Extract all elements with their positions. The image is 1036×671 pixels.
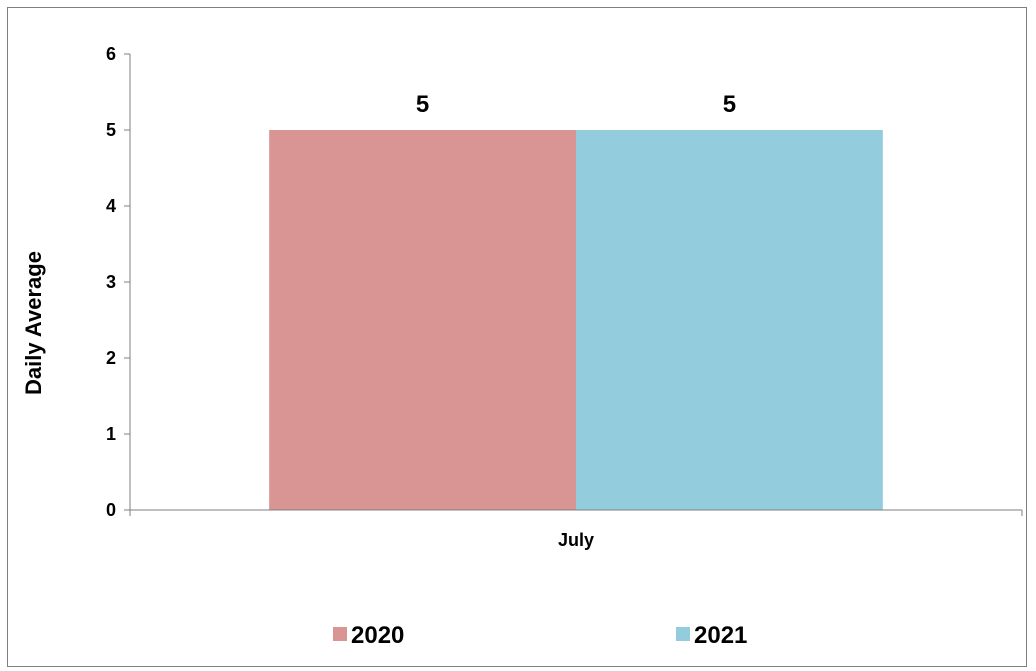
y-tick-label: 0 <box>106 500 116 520</box>
bar-2021 <box>576 130 883 510</box>
data-label-2021: 5 <box>723 91 736 118</box>
y-tick-label: 4 <box>106 196 116 216</box>
x-category-label: July <box>558 530 594 550</box>
bar-2020 <box>269 130 576 510</box>
y-tick-label: 3 <box>106 272 116 292</box>
legend-label-2021: 2021 <box>694 622 747 649</box>
legend-label-2020: 2020 <box>351 622 404 649</box>
bars <box>269 130 883 510</box>
legend-swatch-2020 <box>333 627 347 641</box>
y-tick-label: 6 <box>106 44 116 64</box>
y-axis-ticks: 0 1 2 3 4 5 6 <box>106 44 130 520</box>
y-axis-title: Daily Average <box>21 251 46 395</box>
legend: 2020 2021 <box>333 622 747 649</box>
y-tick-label: 2 <box>106 348 116 368</box>
y-tick-label: 5 <box>106 120 116 140</box>
category-labels: July <box>558 530 594 550</box>
data-label-2020: 5 <box>416 91 429 118</box>
axes <box>129 54 1023 516</box>
legend-swatch-2021 <box>676 627 690 641</box>
y-tick-label: 1 <box>106 424 116 444</box>
